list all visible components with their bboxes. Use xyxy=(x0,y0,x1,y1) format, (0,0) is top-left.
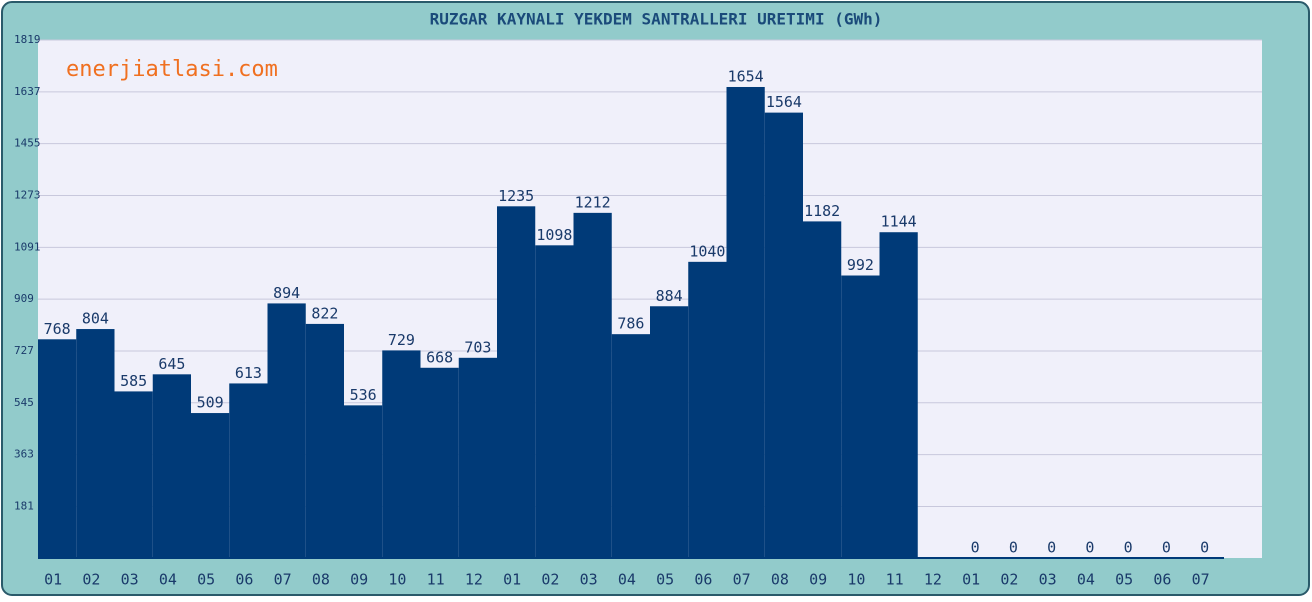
value-label: 1182 xyxy=(804,202,840,220)
x-tick-label: 01 xyxy=(44,571,62,589)
bar xyxy=(650,306,689,558)
x-tick-label: 10 xyxy=(847,571,865,589)
x-tick-label: 12 xyxy=(465,571,483,589)
value-label: 1564 xyxy=(766,93,802,111)
x-tick-label: 04 xyxy=(159,571,177,589)
value-label: 509 xyxy=(197,394,224,412)
bar xyxy=(152,374,191,558)
bar xyxy=(267,303,306,558)
value-label: 0 xyxy=(1162,539,1171,557)
value-label: 0 xyxy=(971,539,980,557)
y-tick-label: 1819 xyxy=(14,33,41,46)
y-tick-label: 181 xyxy=(14,499,34,512)
value-label: 0 xyxy=(1009,539,1018,557)
bar xyxy=(688,261,727,558)
value-label: 822 xyxy=(311,304,338,322)
value-label: 1212 xyxy=(575,193,611,211)
bar xyxy=(38,339,77,558)
bar xyxy=(191,413,230,558)
x-tick-label: 06 xyxy=(1153,571,1171,589)
bar xyxy=(458,357,497,558)
chart-title: RUZGAR KAYNALI YEKDEM SANTRALLERI URETIM… xyxy=(430,10,883,29)
value-label: 0 xyxy=(1085,539,1094,557)
value-label: 1040 xyxy=(689,242,725,260)
value-label: 804 xyxy=(82,310,109,328)
watermark: enerjiatlasi.com xyxy=(66,57,278,82)
x-tick-label: 06 xyxy=(694,571,712,589)
x-tick-label: 10 xyxy=(388,571,406,589)
bar xyxy=(879,232,918,558)
value-label: 536 xyxy=(350,386,377,404)
y-tick-label: 909 xyxy=(14,292,34,305)
x-tick-label: 05 xyxy=(1115,571,1133,589)
bar xyxy=(305,323,344,558)
x-tick-label: 03 xyxy=(1039,571,1057,589)
bar xyxy=(535,245,574,559)
bar xyxy=(420,367,459,558)
value-label: 729 xyxy=(388,331,415,349)
value-label: 0 xyxy=(1200,539,1209,557)
x-tick-label: 08 xyxy=(312,571,330,589)
y-tick-label: 1091 xyxy=(14,240,41,253)
x-tick-label: 09 xyxy=(809,571,827,589)
value-label: 0 xyxy=(1047,539,1056,557)
bar xyxy=(344,405,383,558)
x-tick-label: 08 xyxy=(771,571,789,589)
x-tick-label: 02 xyxy=(1000,571,1018,589)
x-tick-label: 06 xyxy=(235,571,253,589)
y-tick-label: 727 xyxy=(14,344,34,357)
value-label: 894 xyxy=(273,284,300,302)
x-tick-label: 07 xyxy=(274,571,292,589)
x-tick-label: 03 xyxy=(580,571,598,589)
value-label: 613 xyxy=(235,364,262,382)
x-tick-label: 07 xyxy=(1192,571,1210,589)
value-label: 1144 xyxy=(881,213,917,231)
bar xyxy=(803,221,842,559)
value-label: 786 xyxy=(617,315,644,333)
bar xyxy=(611,334,650,558)
y-tick-label: 1637 xyxy=(14,85,41,98)
bar xyxy=(497,206,536,558)
value-label: 1235 xyxy=(498,187,534,205)
x-tick-label: 02 xyxy=(541,571,559,589)
bar xyxy=(114,391,153,558)
y-tick-label: 363 xyxy=(14,448,34,461)
y-tick-label: 1273 xyxy=(14,188,41,201)
x-tick-label: 11 xyxy=(886,571,904,589)
x-tick-label: 12 xyxy=(924,571,942,589)
x-tick-label: 09 xyxy=(350,571,368,589)
x-tick-label: 02 xyxy=(82,571,100,589)
y-tick-label: 545 xyxy=(14,396,34,409)
value-label: 768 xyxy=(44,320,71,338)
bar xyxy=(764,112,803,558)
x-tick-label: 07 xyxy=(733,571,751,589)
x-tick-label: 01 xyxy=(962,571,980,589)
bar xyxy=(382,350,421,558)
bar xyxy=(841,275,880,558)
bar xyxy=(573,212,612,559)
x-tick-label: 11 xyxy=(427,571,445,589)
y-tick-label: 1455 xyxy=(14,137,41,150)
bar xyxy=(726,86,765,558)
value-label: 703 xyxy=(464,338,491,356)
x-tick-label: 03 xyxy=(121,571,139,589)
x-tick-label: 05 xyxy=(656,571,674,589)
value-label: 884 xyxy=(656,287,683,305)
value-label: 645 xyxy=(158,355,185,373)
bar xyxy=(76,329,115,558)
value-label: 992 xyxy=(847,256,874,274)
bar xyxy=(229,383,268,558)
value-label: 585 xyxy=(120,372,147,390)
value-label: 668 xyxy=(426,348,453,366)
x-tick-label: 04 xyxy=(1077,571,1095,589)
value-label: 0 xyxy=(1124,539,1133,557)
value-label: 1654 xyxy=(728,67,764,85)
x-tick-label: 01 xyxy=(503,571,521,589)
value-label: 1098 xyxy=(536,226,572,244)
x-tick-label: 05 xyxy=(197,571,215,589)
x-tick-label: 04 xyxy=(618,571,636,589)
